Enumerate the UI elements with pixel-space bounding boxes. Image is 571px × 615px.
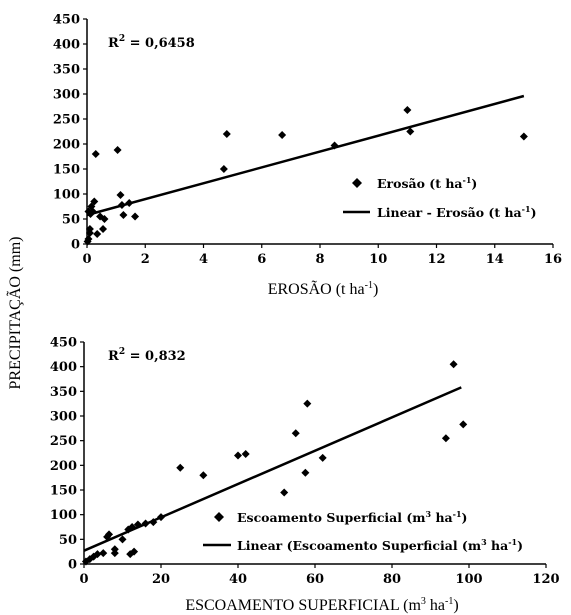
data-point <box>100 215 109 223</box>
y-tick-labels: 0 50 100 150 200 250 300 350 400 450 <box>50 336 84 573</box>
y-tick-label: 50 <box>59 533 77 548</box>
x-tick-label: 12 <box>427 252 445 267</box>
shared-y-axis-label: PRECIPITAÇÃO (mm) <box>6 237 24 390</box>
x-tick-label: 10 <box>369 252 387 267</box>
runoff-scatter-chart: 0 50 100 150 200 250 300 350 400 450 0 20 40 60 80 100… <box>50 336 560 615</box>
y-tick-label: 400 <box>50 360 77 375</box>
data-point <box>91 150 100 158</box>
data-point <box>449 360 458 369</box>
erosion-scatter-chart: 0 50 100 150 200 250 300 350 400 450 0 2 4 6 8 10 12 14 1… <box>53 13 562 299</box>
data-point <box>219 165 228 173</box>
y-tick-label: 50 <box>62 213 80 228</box>
data-point <box>110 549 119 558</box>
x-tick-label: 60 <box>306 572 324 587</box>
legend-diamond-marker <box>352 178 362 188</box>
x-tick-label: 0 <box>82 252 91 267</box>
y-tick-label: 200 <box>53 138 80 153</box>
y-tick-label: 100 <box>50 508 77 523</box>
data-points <box>81 360 468 566</box>
data-point <box>84 235 93 243</box>
x-tick-label: 4 <box>199 252 208 267</box>
legend-diamond-marker <box>214 512 224 522</box>
data-point <box>93 230 102 238</box>
x-axis-label: EROSÃO (t ha-1) <box>268 280 379 298</box>
data-point <box>199 471 208 480</box>
data-point <box>459 420 468 429</box>
data-point <box>441 434 450 443</box>
y-tick-label: 0 <box>68 558 77 573</box>
data-point <box>280 488 289 497</box>
data-point <box>176 463 185 472</box>
y-tick-labels: 0 50 100 150 200 250 300 350 400 450 <box>53 13 87 253</box>
r-squared-label: R2 = 0,6458 <box>108 34 195 51</box>
x-tick-labels: 0 20 40 60 80 100 120 <box>79 564 560 587</box>
data-point <box>105 530 114 539</box>
data-point <box>119 211 128 219</box>
data-points <box>83 106 528 246</box>
x-tick-label: 100 <box>455 572 482 587</box>
data-point <box>303 399 312 408</box>
legend-entry-trendline: Linear - Erosão (t ha-1) <box>377 204 536 220</box>
x-tick-label: 120 <box>532 572 559 587</box>
data-point <box>291 429 300 438</box>
y-tick-label: 450 <box>50 336 77 351</box>
y-tick-label: 150 <box>50 484 77 499</box>
x-tick-label: 20 <box>152 572 170 587</box>
data-point <box>318 453 327 462</box>
data-point <box>519 132 528 141</box>
y-tick-label: 250 <box>53 113 80 128</box>
y-tick-label: 250 <box>50 434 77 449</box>
data-point <box>118 535 127 544</box>
x-axis-label: ESCOAMENTO SUPERFICIAL (m3 ha-1) <box>185 596 458 614</box>
x-tick-label: 16 <box>544 252 562 267</box>
data-point <box>93 550 102 559</box>
x-tick-label: 14 <box>486 252 504 267</box>
x-tick-label: 0 <box>79 572 88 587</box>
data-point <box>222 130 231 138</box>
data-point <box>278 131 287 139</box>
legend-entry-points: Escoamento Superficial (m3 ha-1) <box>237 509 467 525</box>
y-tick-label: 350 <box>53 63 80 78</box>
legend: Escoamento Superficial (m3 ha-1) Linear … <box>203 509 523 553</box>
x-tick-label: 40 <box>229 572 247 587</box>
data-point <box>85 225 94 233</box>
x-tick-label: 6 <box>257 252 266 267</box>
y-tick-label: 450 <box>53 13 80 28</box>
data-point <box>116 191 125 199</box>
data-point <box>113 146 122 154</box>
data-point <box>406 127 415 136</box>
y-tick-label: 200 <box>50 459 77 474</box>
legend-entry-trendline: Linear (Escoamento Superficial (m3 ha-1) <box>237 537 523 553</box>
y-tick-label: 400 <box>53 38 80 53</box>
x-tick-label: 2 <box>141 252 150 267</box>
data-point <box>241 449 250 458</box>
y-tick-label: 150 <box>53 163 80 178</box>
data-point <box>99 549 108 558</box>
x-tick-labels: 0 2 4 6 8 10 12 14 16 <box>82 244 562 267</box>
data-point <box>90 197 99 206</box>
y-tick-label: 100 <box>53 188 80 203</box>
trendline <box>86 94 525 217</box>
data-point <box>130 547 139 556</box>
y-tick-label: 0 <box>71 238 80 253</box>
data-point <box>234 451 242 460</box>
data-point <box>131 212 140 221</box>
y-tick-label: 350 <box>50 385 77 400</box>
data-point <box>403 106 412 114</box>
legend-entry-points: Erosão (t ha-1) <box>377 175 477 191</box>
x-tick-label: 80 <box>383 572 401 587</box>
y-tick-label: 300 <box>53 88 80 103</box>
r-squared-label: R2 = 0,832 <box>108 347 186 364</box>
legend: Erosão (t ha-1) Linear - Erosão (t ha-1) <box>343 175 536 220</box>
x-tick-label: 8 <box>315 252 324 267</box>
data-point <box>99 225 108 233</box>
trendline <box>83 386 462 552</box>
data-point <box>301 468 310 477</box>
y-tick-label: 300 <box>50 410 77 425</box>
